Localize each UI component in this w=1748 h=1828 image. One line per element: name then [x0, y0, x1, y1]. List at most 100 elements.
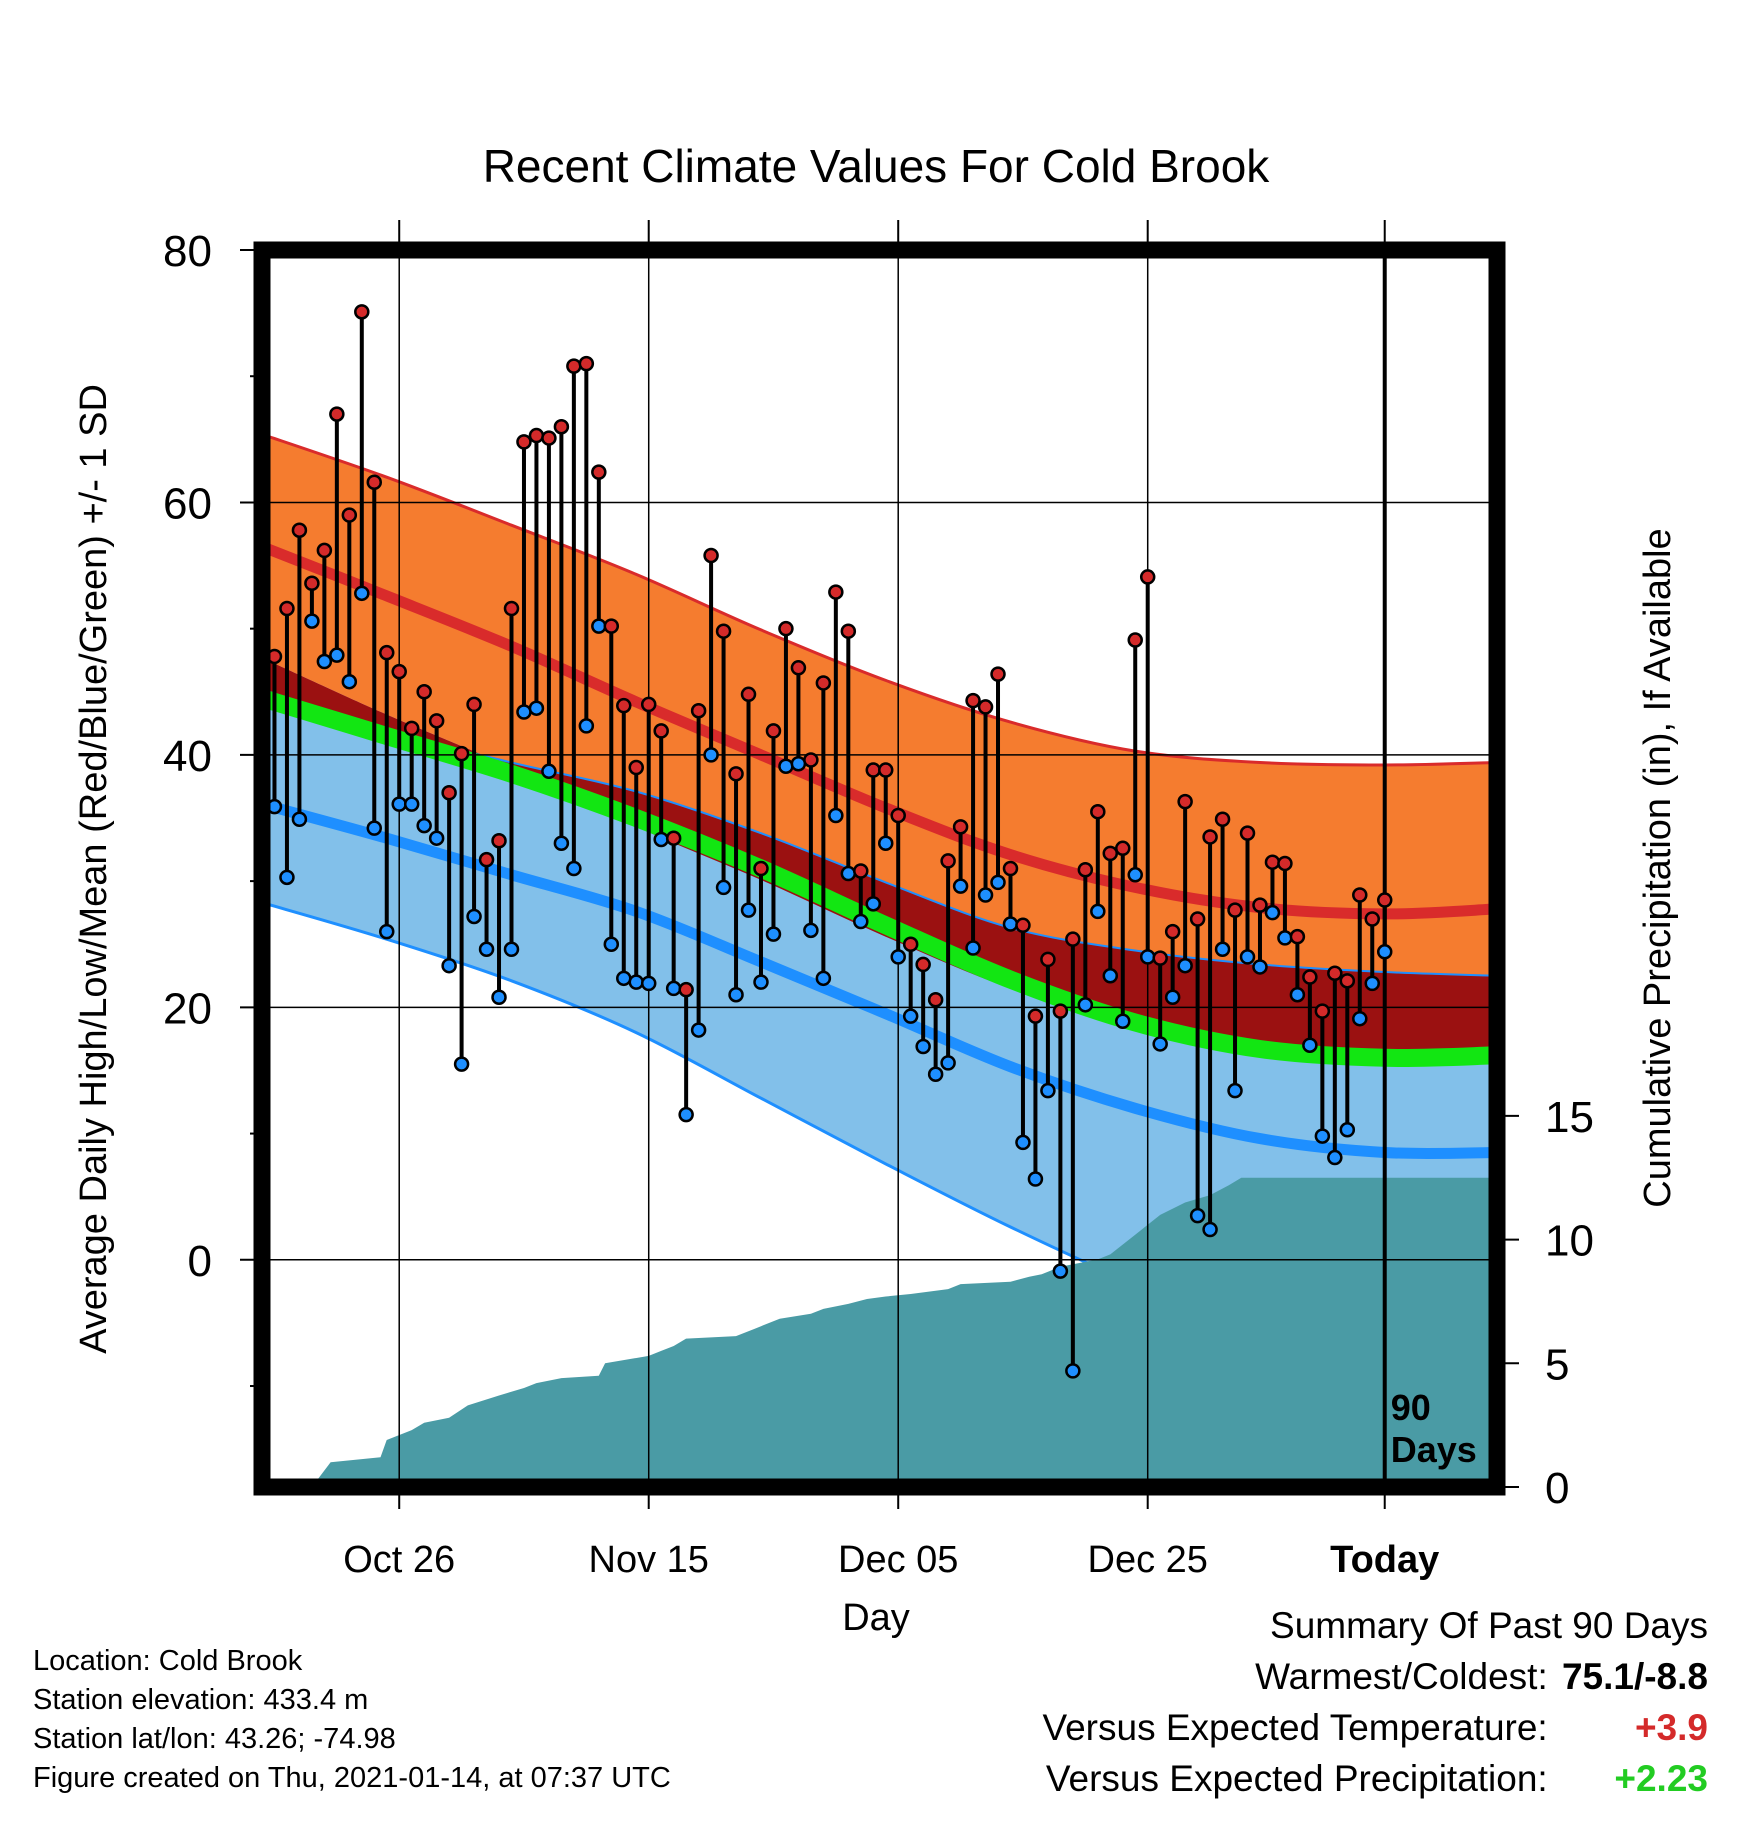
daily-low-point — [890, 949, 906, 965]
daily-high-point — [927, 992, 944, 1008]
daily-high-point — [877, 762, 894, 778]
daily-high-point — [1177, 793, 1193, 810]
daily-high-point — [715, 623, 732, 639]
daily-low-point — [354, 585, 370, 602]
daily-low-point — [1177, 957, 1193, 974]
y-axis-label: Average Daily High/Low/Mean (Red/Blue/Gr… — [73, 384, 115, 1354]
daily-low-point — [665, 980, 682, 997]
daily-low-point — [1202, 1221, 1218, 1238]
warmest-coldest-value: 75.1/-8.8 — [1561, 1656, 1708, 1697]
daily-low-point — [927, 1066, 944, 1082]
daily-low-point — [815, 970, 832, 987]
daily-high-point — [1152, 950, 1168, 966]
daily-high-point — [416, 684, 432, 700]
precip-anomaly-label: Versus Expected Precipitation: — [1045, 1758, 1548, 1799]
y2-axis-label: Cumulative Precipitation (in), If Availa… — [1637, 528, 1679, 1207]
today-marker-label-days-count: 90 — [1391, 1387, 1431, 1428]
x-tick-label: Dec 25 — [1088, 1539, 1208, 1581]
daily-high-point — [965, 692, 981, 709]
daily-high-point — [815, 675, 832, 691]
precip-anomaly-value: +2.23 — [1614, 1758, 1708, 1799]
daily-low-point — [291, 811, 308, 828]
daily-high-point — [1115, 840, 1131, 857]
chart-title: Recent Climate Values For Cold Brook — [483, 140, 1271, 192]
daily-high-point — [1264, 854, 1281, 870]
daily-low-point — [902, 1008, 919, 1024]
daily-high-point — [1202, 829, 1218, 845]
latlon-text: Station lat/lon: 43.26; -74.98 — [33, 1723, 396, 1755]
daily-low-point — [1277, 930, 1293, 946]
daily-high-point — [915, 956, 931, 973]
daily-low-point — [915, 1038, 931, 1055]
daily-low-point — [541, 763, 557, 780]
daily-high-point — [591, 464, 607, 480]
daily-low-point — [453, 1056, 470, 1072]
daily-high-point — [1364, 911, 1381, 927]
daily-low-point — [1127, 867, 1143, 883]
daily-low-point — [1189, 1207, 1206, 1224]
daily-low-point — [1352, 1010, 1368, 1027]
daily-low-point — [877, 835, 894, 852]
daily-high-point — [1164, 923, 1181, 940]
daily-low-point — [1252, 959, 1268, 975]
daily-low-point — [990, 874, 1006, 891]
daily-high-point — [1127, 632, 1143, 648]
daily-high-point — [1239, 825, 1256, 841]
y2-tick-label: 10 — [1545, 1217, 1594, 1266]
daily-low-point — [616, 970, 632, 987]
daily-high-point — [1302, 969, 1318, 985]
daily-high-point — [840, 623, 857, 639]
daily-low-point — [1040, 1082, 1056, 1099]
daily-high-point — [291, 522, 308, 538]
daily-low-point — [316, 653, 333, 670]
daily-high-point — [304, 575, 320, 591]
y-tick-label: 80 — [163, 227, 212, 276]
high-upper-edge — [262, 432, 1497, 767]
temp-anomaly-value: +3.9 — [1634, 1707, 1708, 1748]
daily-low-point — [940, 1055, 956, 1071]
today-marker-label-days-word: Days — [1391, 1429, 1477, 1470]
daily-high-point — [503, 600, 520, 617]
daily-high-point — [952, 819, 969, 835]
summary-precip: Versus Expected Precipitation: +2.23 — [1042, 1753, 1708, 1804]
daily-low-point — [678, 1106, 694, 1123]
daily-low-point — [653, 831, 669, 848]
daily-high-point — [603, 618, 620, 634]
daily-high-point — [466, 696, 482, 713]
daily-low-point — [378, 923, 395, 940]
daily-high-point — [1214, 811, 1231, 828]
daily-high-point — [566, 358, 582, 374]
daily-high-point — [491, 832, 507, 849]
daily-low-point — [1214, 941, 1231, 958]
daily-low-point — [1302, 1037, 1318, 1053]
summary-heading: Summary Of Past 90 Days — [1270, 1605, 1708, 1646]
daily-high-point — [279, 600, 295, 617]
daily-high-point — [366, 474, 383, 491]
daily-high-point — [1327, 965, 1343, 982]
daily-high-point — [828, 584, 844, 600]
mean-normal-line — [262, 689, 1497, 1068]
daily-high-point — [740, 686, 757, 703]
daily-low-point — [366, 820, 383, 836]
daily-high-point — [765, 723, 782, 739]
daily-high-point — [690, 702, 707, 719]
y2-tick-label: 15 — [1545, 1093, 1594, 1142]
daily-high-point — [778, 620, 794, 637]
low-normal-line — [262, 798, 1497, 1160]
daily-high-point — [528, 427, 545, 444]
daily-low-point — [1139, 949, 1156, 965]
daily-high-point — [853, 863, 869, 879]
daily-low-point — [628, 974, 644, 990]
daily-low-point — [516, 704, 532, 720]
daily-high-point — [428, 713, 445, 729]
daily-low-point — [952, 878, 969, 894]
daily-low-point — [715, 879, 732, 896]
daily-high-point — [890, 807, 906, 824]
daily-low-point — [428, 830, 445, 846]
daily-high-point — [1252, 897, 1268, 913]
y-tick-label: 60 — [163, 479, 212, 528]
daily-low-point — [329, 647, 345, 663]
daily-low-point — [491, 989, 507, 1005]
daily-high-point — [354, 304, 370, 320]
daily-low-point — [1227, 1082, 1243, 1099]
